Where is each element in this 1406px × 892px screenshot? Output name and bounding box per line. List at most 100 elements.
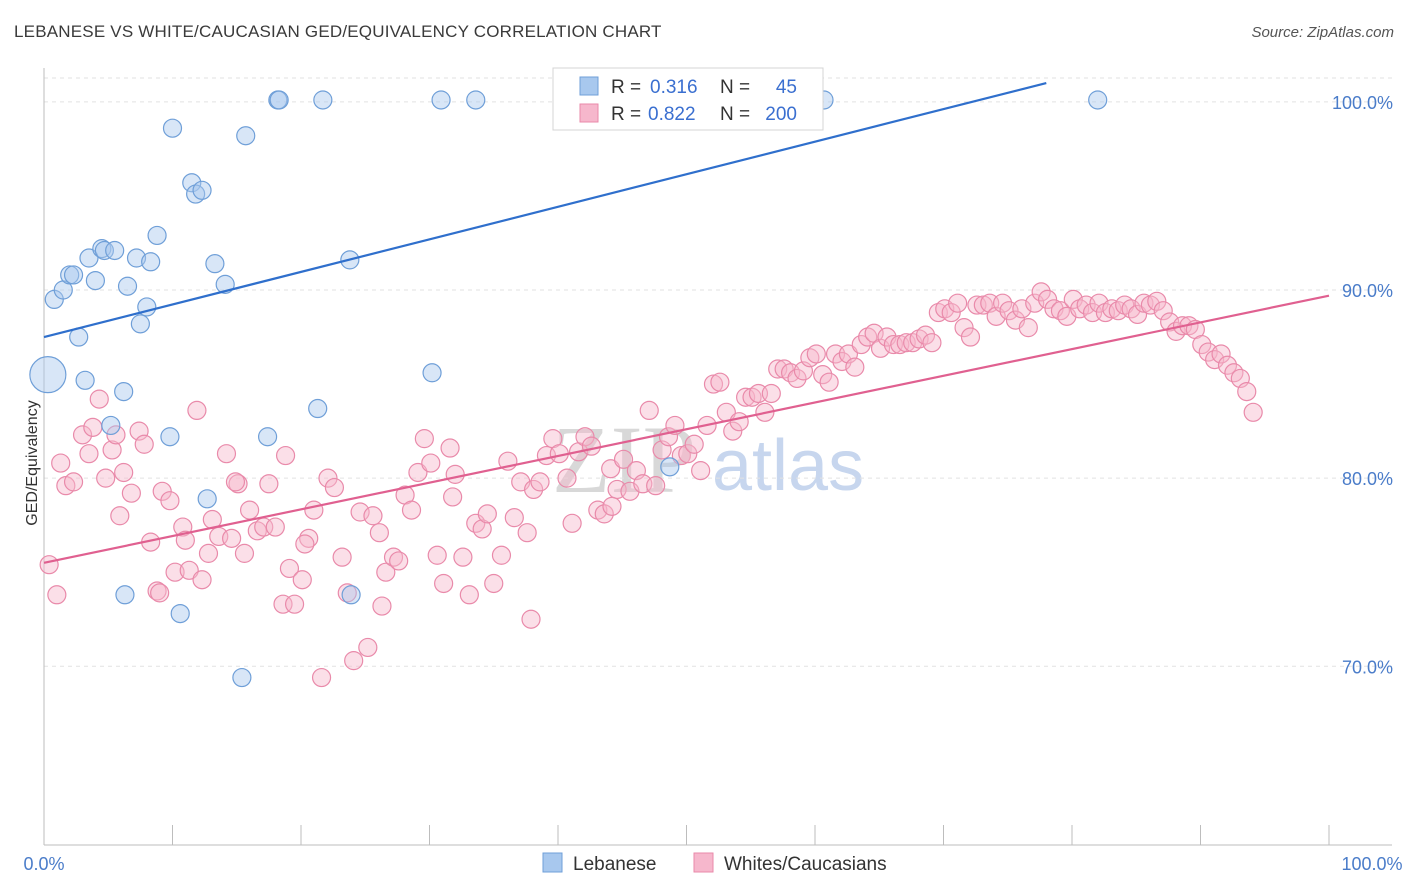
white-caucasian-point xyxy=(1153,301,1173,321)
white-caucasian-point xyxy=(1127,304,1148,325)
lebanese-point xyxy=(79,248,99,268)
y-tick-labels: 100.0% 90.0% 80.0% 70.0% xyxy=(1332,93,1393,677)
white-caucasian-point xyxy=(602,496,622,516)
white-caucasian-point xyxy=(63,472,84,492)
lebanese-point xyxy=(29,356,67,394)
white-caucasian-point xyxy=(575,427,595,447)
white-caucasian-point xyxy=(389,551,409,571)
white-caucasian-point xyxy=(601,459,621,479)
lebanese-point xyxy=(115,585,135,605)
white-caucasian-point xyxy=(332,547,352,567)
y-axis-label: GED/Equivalency xyxy=(24,400,41,525)
white-caucasian-point xyxy=(1147,291,1167,311)
white-caucasian-point xyxy=(83,417,103,437)
lebanese-point xyxy=(117,276,138,296)
white-caucasian-point xyxy=(684,434,704,454)
white-caucasian-point xyxy=(284,594,305,614)
series-legend: Lebanese Whites/Caucasians xyxy=(542,852,887,875)
white-caucasian-point xyxy=(165,562,185,582)
white-caucasian-point xyxy=(106,425,126,445)
lebanese-point xyxy=(660,457,680,477)
white-caucasian-point xyxy=(530,472,550,492)
chart-title: LEBANESE VS WHITE/CAUCASIAN GED/EQUIVALE… xyxy=(14,22,662,41)
white-caucasian-point xyxy=(47,585,67,605)
white-caucasian-point xyxy=(279,558,300,579)
white-caucasian-point xyxy=(198,543,219,563)
x-tick-label-max: 100.0% xyxy=(1341,854,1402,874)
white-caucasian-point xyxy=(954,318,974,338)
white-caucasian-point xyxy=(134,434,154,454)
white-caucasian-point xyxy=(1211,344,1231,364)
white-caucasian-point xyxy=(1243,402,1263,422)
white-caucasian-point xyxy=(273,594,293,614)
white-caucasian-point xyxy=(102,440,122,460)
white-caucasian-point xyxy=(372,596,392,616)
white-caucasian-point xyxy=(993,293,1013,313)
white-caucasian-point xyxy=(39,555,59,575)
lebanese-point xyxy=(308,398,328,419)
white-caucasian-point xyxy=(472,519,492,539)
bottom-legend-label-white: Whites/Caucasians xyxy=(724,854,887,875)
white-caucasian-point xyxy=(896,333,916,353)
white-caucasian-point xyxy=(150,583,170,603)
white-caucasian-point xyxy=(350,502,370,522)
white-caucasian-point xyxy=(408,462,428,483)
white-caucasian-point xyxy=(710,372,730,392)
y-tick-label: 90.0% xyxy=(1342,281,1393,301)
white-caucasian-point xyxy=(845,357,865,377)
lebanese-point xyxy=(431,90,451,110)
white-caucasian-point xyxy=(192,570,212,590)
bottom-legend-swatch-lebanese xyxy=(542,852,563,873)
white-caucasian-point xyxy=(1025,293,1045,313)
white-caucasian-point xyxy=(225,472,246,492)
white-caucasian-point xyxy=(517,523,537,543)
lebanese-point xyxy=(101,415,121,436)
white-caucasian-point xyxy=(179,560,199,580)
lebanese-point xyxy=(105,240,125,261)
white-caucasian-point xyxy=(369,523,389,543)
white-caucasian-point xyxy=(948,293,968,313)
white-caucasian-point xyxy=(613,449,634,469)
white-caucasian-point xyxy=(363,506,383,526)
lebanese-point xyxy=(313,90,333,110)
white-caucasian-point xyxy=(736,387,756,407)
white-caucasian-point xyxy=(1037,289,1058,310)
legend-r-value-lebanese: 0.316 xyxy=(650,77,698,98)
white-caucasian-point xyxy=(1217,355,1238,375)
white-caucasian-point xyxy=(646,476,666,496)
legend-n-label-lebanese: N = xyxy=(720,77,750,98)
white-caucasian-point xyxy=(581,436,602,456)
lebanese-point xyxy=(236,126,256,146)
white-caucasian-point xyxy=(275,445,296,466)
white-caucasian-point xyxy=(160,491,180,511)
white-caucasian-point xyxy=(915,325,936,345)
white-caucasian-point xyxy=(557,468,577,488)
white-caucasian-point xyxy=(768,359,788,379)
white-caucasian-point xyxy=(594,504,614,524)
white-caucasian-point xyxy=(1018,318,1038,338)
white-caucasian-point xyxy=(639,400,659,421)
white-caucasian-point xyxy=(491,545,512,565)
white-caucasian-point xyxy=(445,464,465,484)
white-caucasian-point xyxy=(453,547,473,567)
white-caucasian-point xyxy=(376,562,396,582)
bottom-legend-swatch-white xyxy=(693,852,714,873)
white-caucasian-point xyxy=(1237,381,1257,402)
lebanese-point xyxy=(162,118,183,138)
white-caucasian-point xyxy=(1160,312,1180,332)
white-caucasian-point xyxy=(110,506,130,526)
white-caucasian-point xyxy=(421,453,441,473)
y-tick-label: 70.0% xyxy=(1342,657,1393,677)
lebanese-point xyxy=(160,427,180,447)
white-caucasian-point xyxy=(51,453,71,473)
white-caucasian-point xyxy=(311,667,332,688)
white-caucasian-point xyxy=(941,302,961,323)
white-caucasian-point xyxy=(216,444,237,464)
white-caucasian-point xyxy=(259,474,279,494)
white-caucasian-point xyxy=(787,368,807,389)
white-caucasian-point xyxy=(440,438,460,458)
trend-lines xyxy=(43,81,1330,564)
white-caucasian-point xyxy=(678,444,698,464)
white-caucasian-point xyxy=(1192,334,1212,355)
